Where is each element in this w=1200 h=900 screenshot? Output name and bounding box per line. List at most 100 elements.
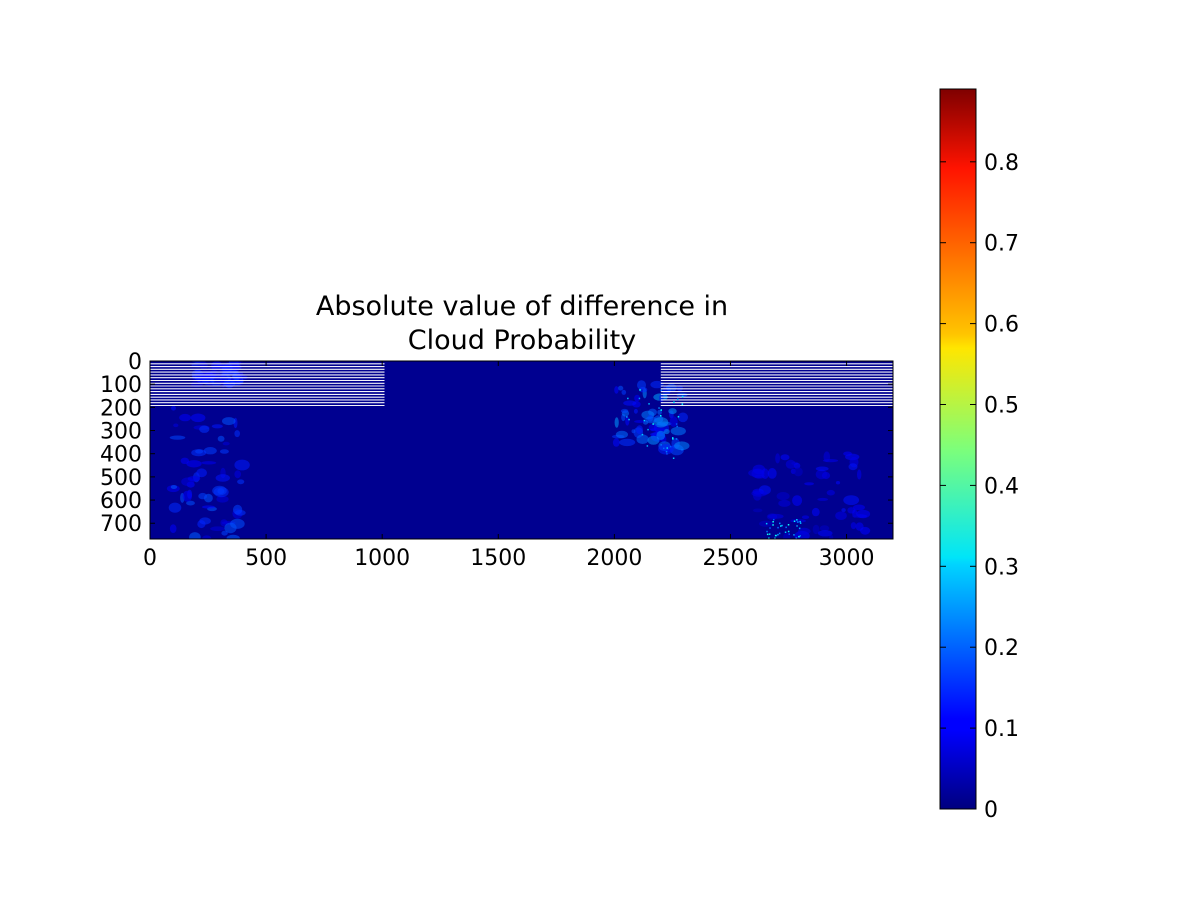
heatmap-speckle bbox=[641, 433, 644, 436]
colorbar-axis: 0 0.1 0.2 0.3 0.4 0.5 0.6 0.7 0.8 bbox=[940, 151, 1019, 823]
heatmap-speckle bbox=[793, 520, 796, 522]
heatmap-blob bbox=[234, 470, 241, 479]
heatmap-blob bbox=[179, 413, 192, 422]
heatmap-blob bbox=[767, 513, 784, 519]
heatmap-speckle bbox=[643, 419, 646, 422]
heatmap-speckle bbox=[768, 537, 770, 539]
heatmap-speckle bbox=[777, 526, 779, 529]
heatmap-blob bbox=[669, 416, 678, 427]
heatmap-blob bbox=[835, 511, 847, 520]
heatmap-speckle bbox=[627, 397, 629, 400]
heatmap-speckle bbox=[663, 447, 665, 450]
heatmap-blob bbox=[656, 430, 666, 440]
heatmap-speckle bbox=[795, 537, 798, 539]
heatmap-speckle bbox=[773, 518, 775, 521]
heatmap-speckle bbox=[787, 530, 790, 533]
heatmap-blob bbox=[850, 522, 857, 530]
heatmap-blob bbox=[191, 449, 207, 457]
heatmap-blob bbox=[186, 460, 202, 468]
heatmap-speckle bbox=[772, 521, 774, 523]
heatmap-blob bbox=[848, 463, 858, 471]
heatmap-speckle bbox=[799, 522, 802, 524]
colorbar-tick-label: 0.1 bbox=[984, 717, 1019, 742]
x-tick-label: 2500 bbox=[702, 546, 758, 571]
heatmap-blob bbox=[171, 405, 176, 411]
heatmap-blob bbox=[187, 476, 201, 482]
colorbar-tick-label: 0.4 bbox=[984, 474, 1019, 499]
heatmap-blob bbox=[636, 425, 643, 435]
heatmap-speckle bbox=[665, 451, 668, 453]
heatmap-speckle bbox=[799, 535, 801, 537]
heatmap-blob bbox=[173, 423, 179, 428]
heatmap-speckle bbox=[647, 428, 649, 431]
heatmap-speckle bbox=[798, 535, 800, 538]
heatmap-blob bbox=[180, 457, 189, 464]
heatmap-blob bbox=[202, 505, 215, 509]
heatmap-speckle bbox=[681, 449, 683, 451]
heatmap-speckle bbox=[646, 445, 649, 447]
heatmap-speckle bbox=[675, 438, 678, 440]
x-axis: 0 500 1000 1500 2000 2500 3000 bbox=[143, 361, 875, 571]
heatmap-blob bbox=[226, 534, 240, 539]
heatmap-speckle bbox=[672, 437, 674, 439]
colorbar-tick-label: 0.2 bbox=[984, 636, 1019, 661]
heatmap-speckle bbox=[660, 444, 662, 446]
heatmap-blob bbox=[621, 389, 627, 395]
heatmap-speckle bbox=[676, 425, 678, 428]
heatmap-blob bbox=[211, 366, 223, 376]
heatmap-blob bbox=[666, 383, 677, 392]
heatmap-blob bbox=[620, 408, 629, 414]
heatmap-blob bbox=[222, 441, 230, 446]
heatmap-speckle bbox=[784, 531, 787, 533]
heatmap-speckle bbox=[766, 533, 769, 536]
heatmap-blob bbox=[835, 481, 841, 485]
heatmap-speckle bbox=[777, 533, 779, 536]
colorbar-tick-label: 0.7 bbox=[984, 232, 1019, 257]
heatmap-blob bbox=[659, 393, 664, 403]
heatmap-blob bbox=[776, 492, 790, 501]
colorbar-tick-label: 0.5 bbox=[984, 394, 1019, 419]
heatmap-blob bbox=[817, 530, 833, 537]
heatmap-blob bbox=[785, 459, 796, 469]
heatmap-speckle bbox=[677, 416, 680, 418]
heatmap-speckle bbox=[797, 521, 799, 523]
heatmap-blob bbox=[853, 504, 865, 511]
heatmap-blob bbox=[801, 515, 810, 519]
heatmap-speckle bbox=[648, 403, 650, 405]
heatmap-blob bbox=[677, 412, 689, 423]
heatmap-speckle bbox=[772, 524, 774, 526]
heatmap-speckle bbox=[657, 437, 659, 440]
heatmap-speckle bbox=[769, 527, 771, 529]
heatmap-blob bbox=[780, 454, 790, 461]
heatmap-blob bbox=[823, 451, 831, 463]
heatmap-blob bbox=[197, 520, 206, 529]
heatmap-blob bbox=[657, 409, 662, 415]
heatmap-blob bbox=[614, 386, 619, 394]
heatmap-blob bbox=[856, 509, 871, 519]
heatmap-speckle bbox=[660, 433, 662, 435]
heatmap-speckle bbox=[639, 389, 641, 391]
heatmap-blob bbox=[210, 526, 226, 531]
heatmap-blob bbox=[860, 526, 871, 535]
heatmap-speckle bbox=[774, 534, 777, 537]
y-tick-label: 600 bbox=[100, 489, 142, 514]
heatmap-blob bbox=[623, 400, 637, 406]
heatmap-blob bbox=[198, 492, 208, 500]
heatmap-blob bbox=[819, 525, 830, 532]
heatmap-speckle bbox=[658, 407, 660, 409]
heatmap-blob bbox=[170, 485, 178, 489]
heatmap-speckle bbox=[681, 395, 684, 398]
heatmap-blob bbox=[847, 507, 856, 514]
y-tick-label: 0 bbox=[128, 350, 142, 375]
x-tick-label: 1000 bbox=[354, 546, 410, 571]
y-tick-label: 700 bbox=[100, 512, 142, 537]
heatmap-speckle bbox=[785, 526, 787, 529]
heatmap-blob bbox=[668, 408, 677, 415]
heatmap-blob bbox=[637, 380, 646, 390]
heatmap-blob bbox=[189, 532, 201, 539]
heatmap-speckle bbox=[681, 403, 684, 405]
heatmap-blob bbox=[169, 435, 186, 440]
x-tick-label: 2000 bbox=[586, 546, 642, 571]
heatmap-speckle bbox=[774, 537, 776, 539]
